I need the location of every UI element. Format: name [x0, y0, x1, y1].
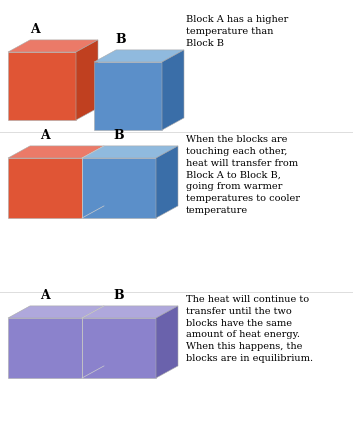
Text: When the blocks are
touching each other,
heat will transfer from
Block A to Bloc: When the blocks are touching each other,…	[186, 135, 300, 215]
Polygon shape	[82, 318, 156, 378]
Polygon shape	[8, 52, 76, 120]
Polygon shape	[8, 158, 82, 218]
Polygon shape	[82, 146, 178, 158]
Text: Block A has a higher
temperature than
Block B: Block A has a higher temperature than Bl…	[186, 15, 288, 48]
Polygon shape	[162, 50, 184, 130]
Polygon shape	[94, 50, 184, 62]
Polygon shape	[156, 306, 178, 378]
Polygon shape	[156, 146, 178, 218]
Text: The heat will continue to
transfer until the two
blocks have the same
amount of : The heat will continue to transfer until…	[186, 295, 313, 363]
Text: A: A	[40, 289, 50, 302]
Polygon shape	[8, 146, 104, 158]
Text: B: B	[114, 289, 124, 302]
Polygon shape	[94, 62, 162, 130]
Text: B: B	[114, 129, 124, 142]
Polygon shape	[8, 306, 104, 318]
Text: A: A	[40, 129, 50, 142]
Text: B: B	[116, 33, 126, 46]
Polygon shape	[82, 158, 156, 218]
Polygon shape	[82, 306, 178, 318]
Polygon shape	[76, 40, 98, 120]
Text: A: A	[30, 23, 40, 36]
Polygon shape	[8, 318, 82, 378]
Polygon shape	[8, 40, 98, 52]
